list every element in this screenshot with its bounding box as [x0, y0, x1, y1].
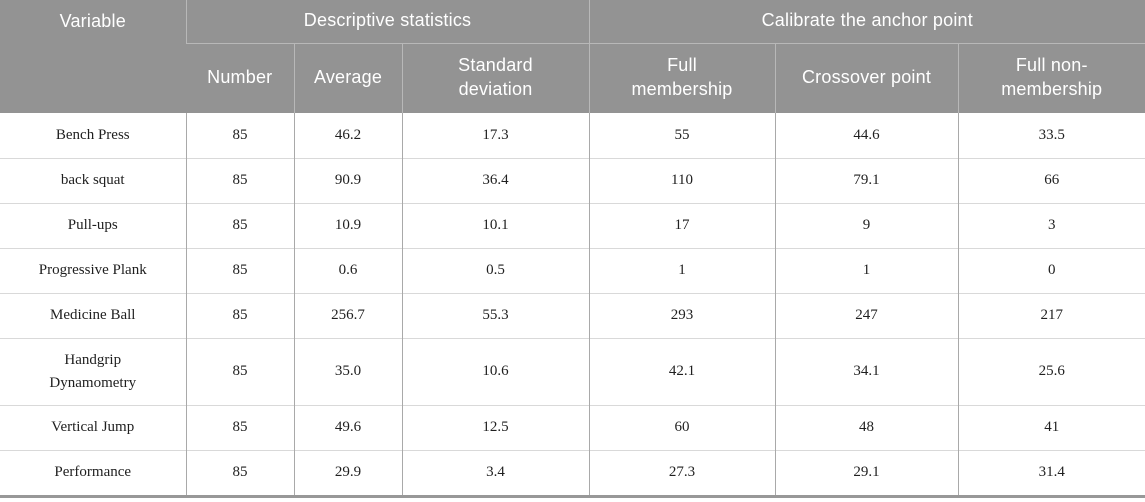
column-header-full-non-membership-label: Full non-membership — [1001, 55, 1103, 100]
table-bottom-rule — [0, 495, 1145, 498]
value-cell: 79.1 — [774, 157, 959, 203]
value-cell: 55.3 — [401, 292, 590, 338]
value-cell: 29.9 — [293, 449, 402, 495]
value-cell: 60 — [588, 404, 776, 450]
value-cell: 1 — [588, 247, 776, 293]
value-cell: 0.5 — [401, 247, 590, 293]
value-cell: 85 — [185, 202, 294, 248]
value-cell: 31.4 — [957, 449, 1145, 495]
table-row: Pull-ups 85 10.9 10.1 17 9 3 — [0, 202, 1145, 248]
variable-cell: Handgrip Dynamometry — [0, 337, 186, 405]
column-header-standard-deviation-label: Standard deviation — [458, 55, 533, 100]
value-cell: 17 — [588, 202, 776, 248]
sub-header-row: Number Average Standard deviation Full m… — [0, 42, 1145, 113]
value-cell: 90.9 — [293, 157, 402, 203]
value-cell: 85 — [185, 404, 294, 450]
value-cell: 3.4 — [401, 449, 590, 495]
column-header-number-label: Number — [207, 67, 273, 88]
value-cell: 49.6 — [293, 404, 402, 450]
column-header-average-label: Average — [313, 67, 383, 88]
value-cell: 256.7 — [293, 292, 402, 338]
value-cell: 48 — [774, 404, 959, 450]
column-header-crossover-point: Crossover point — [774, 42, 959, 113]
table-row: Performance 85 29.9 3.4 27.3 29.1 31.4 — [0, 449, 1145, 495]
value-cell: 85 — [185, 157, 294, 203]
column-header-full-membership-label: Full membership — [631, 55, 733, 100]
table-row: Vertical Jump 85 49.6 12.5 60 48 41 — [0, 404, 1145, 450]
value-cell: 0.6 — [293, 247, 402, 293]
value-cell: 85 — [185, 292, 294, 338]
value-cell: 3 — [957, 202, 1145, 248]
column-header-standard-deviation: Standard deviation — [401, 42, 590, 113]
table-row: Handgrip Dynamometry 85 35.0 10.6 42.1 34.1 25… — [0, 337, 1145, 405]
table-row: back squat 85 90.9 36.4 110 79.1 66 — [0, 157, 1145, 203]
value-cell: 66 — [957, 157, 1145, 203]
table-header: Variable Descriptive statistics Calibrat… — [0, 0, 1145, 113]
variable-cell: Performance — [0, 449, 186, 495]
variable-cell: Progressive Plank — [0, 247, 186, 293]
value-cell: 12.5 — [401, 404, 590, 450]
value-cell: 293 — [588, 292, 776, 338]
column-header-full-non-membership: Full non-membership — [957, 42, 1145, 113]
value-cell: 85 — [185, 113, 294, 158]
variable-cell: Vertical Jump — [0, 404, 186, 450]
value-cell: 9 — [774, 202, 959, 248]
value-cell: 46.2 — [293, 113, 402, 158]
value-cell: 44.6 — [774, 113, 959, 158]
value-cell: 35.0 — [293, 337, 402, 405]
table-row: Progressive Plank 85 0.6 0.5 1 1 0 — [0, 247, 1145, 293]
value-cell: 29.1 — [774, 449, 959, 495]
variable-cell: Medicine Ball — [0, 292, 186, 338]
table-row: Medicine Ball 85 256.7 55.3 293 247 217 — [0, 292, 1145, 338]
group-header-calibrate-anchor-point: Calibrate the anchor point — [588, 0, 1145, 43]
value-cell: 10.1 — [401, 202, 590, 248]
group-header-row: Variable Descriptive statistics Calibrat… — [0, 0, 1145, 113]
value-cell: 33.5 — [957, 113, 1145, 158]
value-cell: 217 — [957, 292, 1145, 338]
value-cell: 85 — [185, 449, 294, 495]
value-cell: 36.4 — [401, 157, 590, 203]
variable-cell: Bench Press — [0, 113, 186, 158]
value-cell: 247 — [774, 292, 959, 338]
variable-cell: back squat — [0, 157, 186, 203]
value-cell: 1 — [774, 247, 959, 293]
value-cell: 85 — [185, 247, 294, 293]
value-cell: 0 — [957, 247, 1145, 293]
value-cell: 41 — [957, 404, 1145, 450]
column-header-number: Number — [186, 42, 294, 113]
value-cell: 55 — [588, 113, 776, 158]
value-cell: 10.9 — [293, 202, 402, 248]
value-cell: 110 — [588, 157, 776, 203]
value-cell: 34.1 — [774, 337, 959, 405]
value-cell: 10.6 — [401, 337, 590, 405]
table-body: Bench Press 85 46.2 17.3 55 44.6 33.5 back squa… — [0, 113, 1145, 495]
value-cell: 42.1 — [588, 337, 776, 405]
variable-cell: Pull-ups — [0, 202, 186, 248]
column-header-full-membership: Full membership — [588, 42, 776, 113]
column-header-crossover-point-label: Crossover point — [801, 67, 932, 88]
column-header-variable: Variable — [0, 0, 186, 113]
value-cell: 85 — [185, 337, 294, 405]
column-header-average: Average — [293, 42, 402, 113]
value-cell: 25.6 — [957, 337, 1145, 405]
group-header-descriptive-statistics: Descriptive statistics — [185, 0, 590, 43]
value-cell: 17.3 — [401, 113, 590, 158]
table-row: Bench Press 85 46.2 17.3 55 44.6 33.5 — [0, 113, 1145, 158]
value-cell: 27.3 — [588, 449, 776, 495]
